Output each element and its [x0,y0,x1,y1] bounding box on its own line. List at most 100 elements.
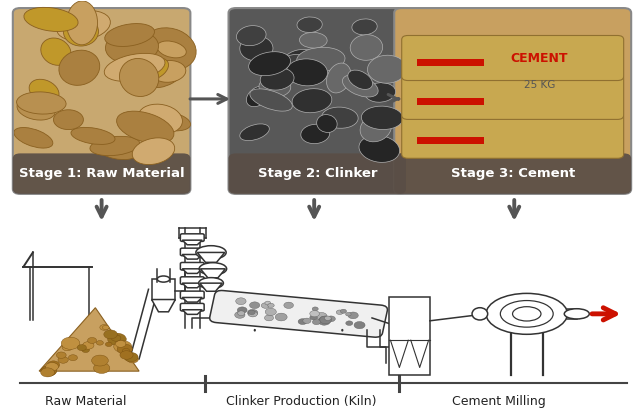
Circle shape [68,355,77,360]
Circle shape [275,313,287,321]
FancyBboxPatch shape [180,234,204,241]
Circle shape [310,315,317,320]
Text: Stage 3: Cement: Stage 3: Cement [451,167,575,180]
Polygon shape [182,297,202,302]
Circle shape [83,342,94,349]
Text: Stage 2: Clinker: Stage 2: Clinker [257,167,377,180]
Circle shape [265,301,271,305]
Circle shape [42,368,54,376]
Circle shape [326,316,335,322]
Circle shape [115,340,126,347]
Ellipse shape [54,110,83,130]
Ellipse shape [250,89,292,111]
FancyBboxPatch shape [394,8,631,194]
Ellipse shape [59,50,100,85]
Ellipse shape [98,143,137,159]
Ellipse shape [322,107,358,128]
Ellipse shape [367,55,406,83]
FancyBboxPatch shape [402,75,623,119]
Circle shape [320,316,328,322]
Circle shape [61,337,80,349]
Circle shape [102,325,109,330]
Bar [417,59,484,66]
Ellipse shape [199,263,227,275]
Ellipse shape [71,127,115,145]
Circle shape [284,302,294,309]
Circle shape [82,347,90,353]
Ellipse shape [317,115,337,133]
Ellipse shape [236,26,266,46]
FancyBboxPatch shape [13,8,190,194]
Text: Clinker Production (Kiln): Clinker Production (Kiln) [227,395,377,408]
Circle shape [111,335,121,341]
Ellipse shape [139,58,168,80]
FancyBboxPatch shape [402,35,623,80]
FancyBboxPatch shape [13,153,190,194]
Polygon shape [200,269,225,278]
Circle shape [248,310,255,315]
Ellipse shape [63,17,99,46]
Circle shape [265,308,276,316]
Ellipse shape [196,246,226,259]
Ellipse shape [301,124,330,144]
Ellipse shape [297,17,323,33]
Circle shape [97,341,104,345]
Circle shape [248,311,257,317]
Circle shape [122,349,129,353]
Circle shape [56,352,66,358]
Polygon shape [200,283,222,291]
Text: Cement Milling: Cement Milling [452,395,545,408]
Circle shape [340,309,346,313]
Ellipse shape [300,33,327,48]
Circle shape [106,342,112,346]
Ellipse shape [198,278,223,289]
FancyBboxPatch shape [228,8,406,194]
Polygon shape [182,240,202,245]
FancyBboxPatch shape [180,248,204,256]
Circle shape [93,363,110,373]
Ellipse shape [486,293,568,334]
Circle shape [104,330,117,339]
Circle shape [47,361,60,369]
Circle shape [303,318,311,323]
Circle shape [261,303,270,308]
Text: 25 KG: 25 KG [524,80,555,90]
Circle shape [298,318,307,325]
Circle shape [100,325,109,330]
Circle shape [124,352,138,362]
Circle shape [312,307,318,311]
Ellipse shape [41,38,71,66]
Ellipse shape [292,89,332,113]
Polygon shape [197,253,225,262]
Circle shape [120,351,133,359]
Ellipse shape [132,138,175,164]
Ellipse shape [472,308,488,320]
Circle shape [236,298,246,304]
Circle shape [67,339,77,345]
Circle shape [354,321,365,329]
Ellipse shape [151,61,186,82]
Ellipse shape [350,35,383,60]
Circle shape [125,353,138,362]
Ellipse shape [104,54,165,81]
Ellipse shape [17,98,56,120]
Ellipse shape [342,75,378,97]
Ellipse shape [157,276,170,282]
Circle shape [237,307,247,314]
Bar [417,137,484,144]
Circle shape [348,312,358,319]
Text: Stage 1: Raw Material: Stage 1: Raw Material [19,167,184,180]
Ellipse shape [116,111,174,143]
Ellipse shape [148,67,182,88]
Circle shape [41,368,54,377]
Ellipse shape [283,49,321,75]
Ellipse shape [67,1,97,45]
Circle shape [248,309,258,316]
Circle shape [324,316,331,321]
Ellipse shape [362,106,403,129]
Polygon shape [152,300,175,312]
Ellipse shape [154,32,185,51]
Circle shape [88,337,97,344]
Ellipse shape [280,54,312,75]
Circle shape [41,365,57,376]
